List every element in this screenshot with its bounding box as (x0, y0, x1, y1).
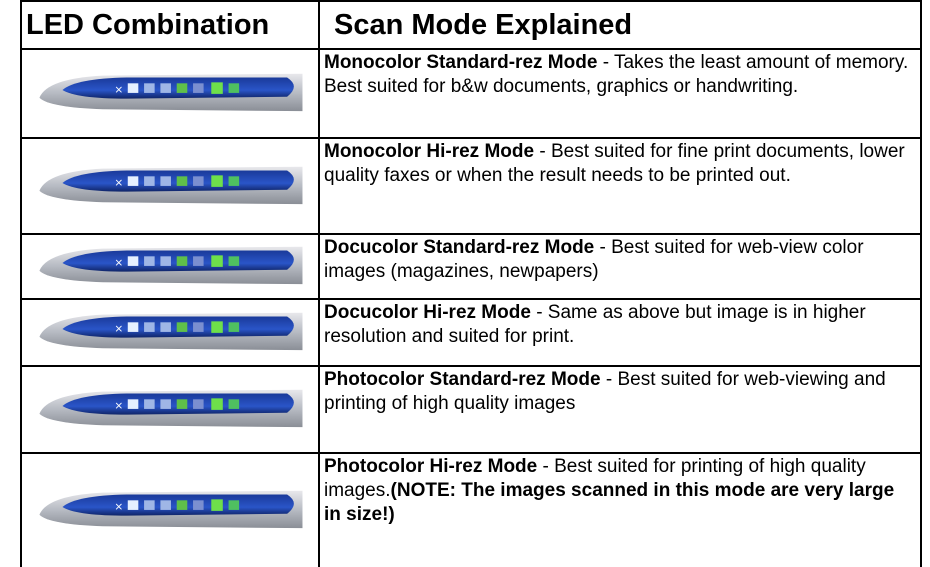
row: Photocolor Standard-rez Mode - Best suit… (20, 365, 922, 454)
mode-table: LED Combination Scan Mode Explained Mono… (20, 0, 922, 567)
pen-image (35, 306, 305, 354)
mode-description: - Best suited for fine print documents, … (324, 141, 905, 186)
row: Docucolor Standard-rez Mode - Best suite… (20, 233, 922, 300)
header-row: LED Combination Scan Mode Explained (20, 0, 922, 50)
mode-description: - Takes the least amount of memory. Best… (324, 52, 909, 97)
mode-description: - Best suited for web-view color images … (324, 237, 864, 282)
mode-description: - Same as above but image is in higher r… (324, 302, 866, 347)
led-cell (20, 452, 320, 567)
mode-name: Photocolor Hi-rez Mode (324, 456, 538, 477)
header-cell: Scan Mode Explained (318, 0, 922, 50)
pen-image (35, 160, 305, 208)
desc-cell: Photocolor Standard-rez Mode - Best suit… (318, 365, 922, 454)
desc-cell: Docucolor Hi-rez Mode - Same as above bu… (318, 298, 922, 367)
mode-name: Docucolor Hi-rez Mode (324, 302, 531, 323)
row: Photocolor Hi-rez Mode - Best suited for… (20, 452, 922, 567)
row: Docucolor Hi-rez Mode - Same as above bu… (20, 298, 922, 367)
led-cell (20, 137, 320, 235)
mode-description: - Best suited for web-viewing and printi… (324, 369, 886, 414)
desc-cell: Docucolor Standard-rez Mode - Best suite… (318, 233, 922, 300)
pen-image (35, 383, 305, 431)
pen-image (35, 484, 305, 532)
led-cell (20, 233, 320, 300)
mode-name: Monocolor Hi-rez Mode (324, 141, 535, 162)
led-cell (20, 48, 320, 139)
mode-note: (NOTE: The images scanned in this mode a… (324, 480, 895, 525)
desc-cell: Monocolor Standard-rez Mode - Takes the … (318, 48, 922, 139)
mode-name: Photocolor Standard-rez Mode (324, 369, 601, 390)
row: Monocolor Hi-rez Mode - Best suited for … (20, 137, 922, 235)
header-cell: LED Combination (20, 0, 320, 50)
pen-image (35, 240, 305, 288)
mode-name: Docucolor Standard-rez Mode (324, 237, 595, 258)
desc-cell: Monocolor Hi-rez Mode - Best suited for … (318, 137, 922, 235)
led-cell (20, 298, 320, 367)
pen-image (35, 67, 305, 115)
desc-cell: Photocolor Hi-rez Mode - Best suited for… (318, 452, 922, 567)
led-cell (20, 365, 320, 454)
row: Monocolor Standard-rez Mode - Takes the … (20, 48, 922, 139)
mode-name: Monocolor Standard-rez Mode (324, 52, 598, 73)
mode-description: - Best suited for printing of high quali… (324, 456, 866, 501)
